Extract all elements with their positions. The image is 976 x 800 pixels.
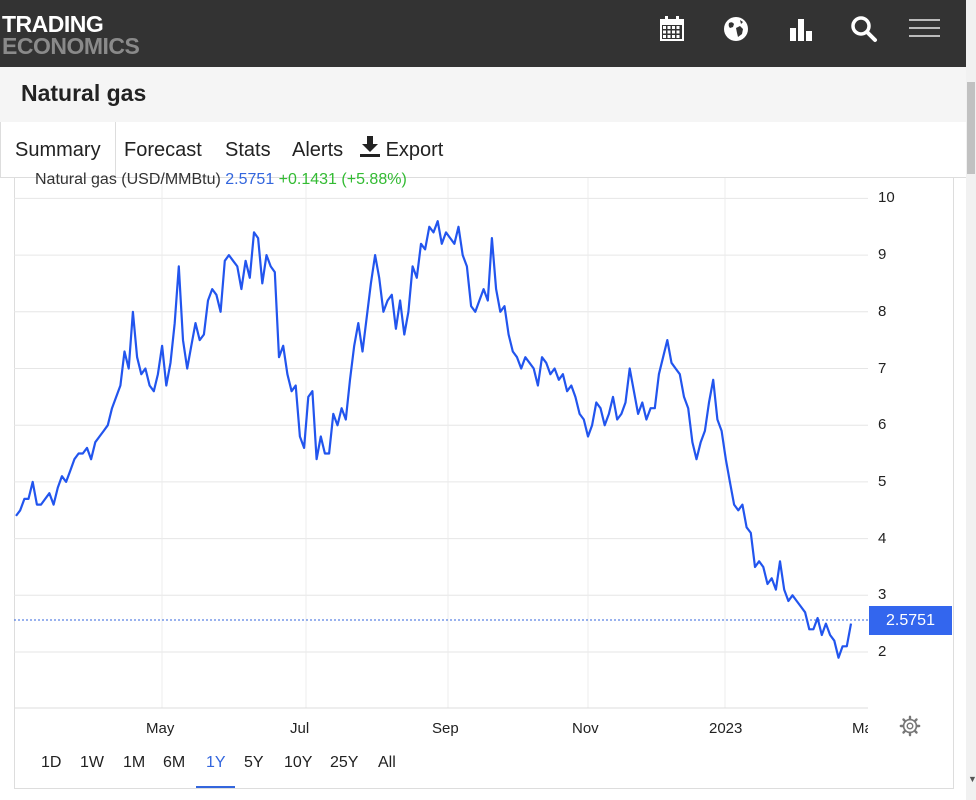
tab-stats-label: Stats: [225, 139, 271, 161]
gear-icon[interactable]: [899, 715, 921, 737]
calendar-icon[interactable]: [657, 14, 687, 44]
range-25y[interactable]: 25Y: [330, 754, 359, 771]
bar-chart-icon[interactable]: [786, 14, 816, 44]
page-scrollbar[interactable]: [966, 0, 976, 800]
download-icon: [360, 136, 380, 157]
x-tick-label: May: [146, 720, 175, 737]
range-6m[interactable]: 6M: [163, 754, 186, 771]
chart-x-gridlines: [14, 178, 868, 709]
y-tick-label: 2: [878, 643, 887, 660]
y-tick-label: 7: [878, 359, 887, 377]
legend-change: +0.1431 (+5.88%): [278, 171, 407, 188]
x-tick-label: Jul: [290, 720, 310, 737]
tab-summary[interactable]: Summary: [0, 122, 116, 177]
trading-economics-logo[interactable]: TRADING ECONOMICS: [2, 11, 140, 59]
series-line: [15, 220, 853, 659]
page-scrollbar-thumb[interactable]: [967, 82, 975, 174]
tab-forecast-label: Forecast: [124, 139, 202, 161]
top-navigation-bar: TRADING ECONOMICS: [0, 0, 966, 67]
y-tick-label: 5: [878, 472, 887, 490]
x-tick-label: 2023: [709, 720, 743, 737]
y-tick-label: 10: [878, 189, 895, 207]
chart-gridlines: [14, 197, 868, 653]
tab-bar: Summary Forecast Stats Alerts Export: [0, 122, 966, 178]
menu-icon[interactable]: [909, 14, 941, 44]
tab-export-label: Export: [385, 139, 444, 161]
logo-line1: TRADING: [2, 11, 104, 37]
search-icon[interactable]: [849, 14, 879, 44]
legend-price: 2.5751: [225, 171, 275, 188]
page-title: Natural gas: [21, 80, 147, 106]
y-tick-label: 6: [878, 416, 887, 434]
legend-series-name: Natural gas (USD/MMBtu): [35, 171, 221, 188]
range-1m[interactable]: 1M: [123, 754, 146, 771]
last-price-tag: 2.5751: [869, 606, 952, 635]
x-tick-label: Mar: [852, 720, 868, 737]
tab-alerts[interactable]: Alerts: [292, 122, 343, 177]
globe-icon[interactable]: [721, 14, 751, 44]
tab-export[interactable]: Export: [360, 122, 443, 177]
range-1y[interactable]: 1Y: [206, 754, 226, 771]
range-active-indicator: [196, 786, 235, 788]
range-all[interactable]: All: [378, 754, 396, 771]
tab-alerts-label: Alerts: [292, 139, 344, 161]
tab-forecast[interactable]: Forecast: [124, 122, 202, 177]
range-1d[interactable]: 1D: [41, 754, 62, 771]
y-tick-label: 9: [878, 246, 887, 264]
tab-summary-label: Summary: [15, 139, 101, 161]
y-tick-label: 4: [878, 529, 887, 547]
scroll-down-arrow-icon[interactable]: ▼: [968, 774, 976, 784]
chart-container: [14, 178, 954, 789]
chart-legend: Natural gas (USD/MMBtu) 2.5751 +0.1431 (…: [35, 171, 407, 189]
x-tick-label: Nov: [572, 720, 599, 737]
y-tick-label: 8: [878, 302, 887, 320]
range-10y[interactable]: 10Y: [284, 754, 313, 771]
range-5y[interactable]: 5Y: [244, 754, 264, 771]
range-1w[interactable]: 1W: [80, 754, 104, 771]
logo-line2: ECONOMICS: [2, 33, 140, 59]
x-tick-label: Sep: [432, 720, 459, 737]
y-tick-label: 3: [878, 586, 887, 604]
tab-stats[interactable]: Stats: [225, 122, 271, 177]
